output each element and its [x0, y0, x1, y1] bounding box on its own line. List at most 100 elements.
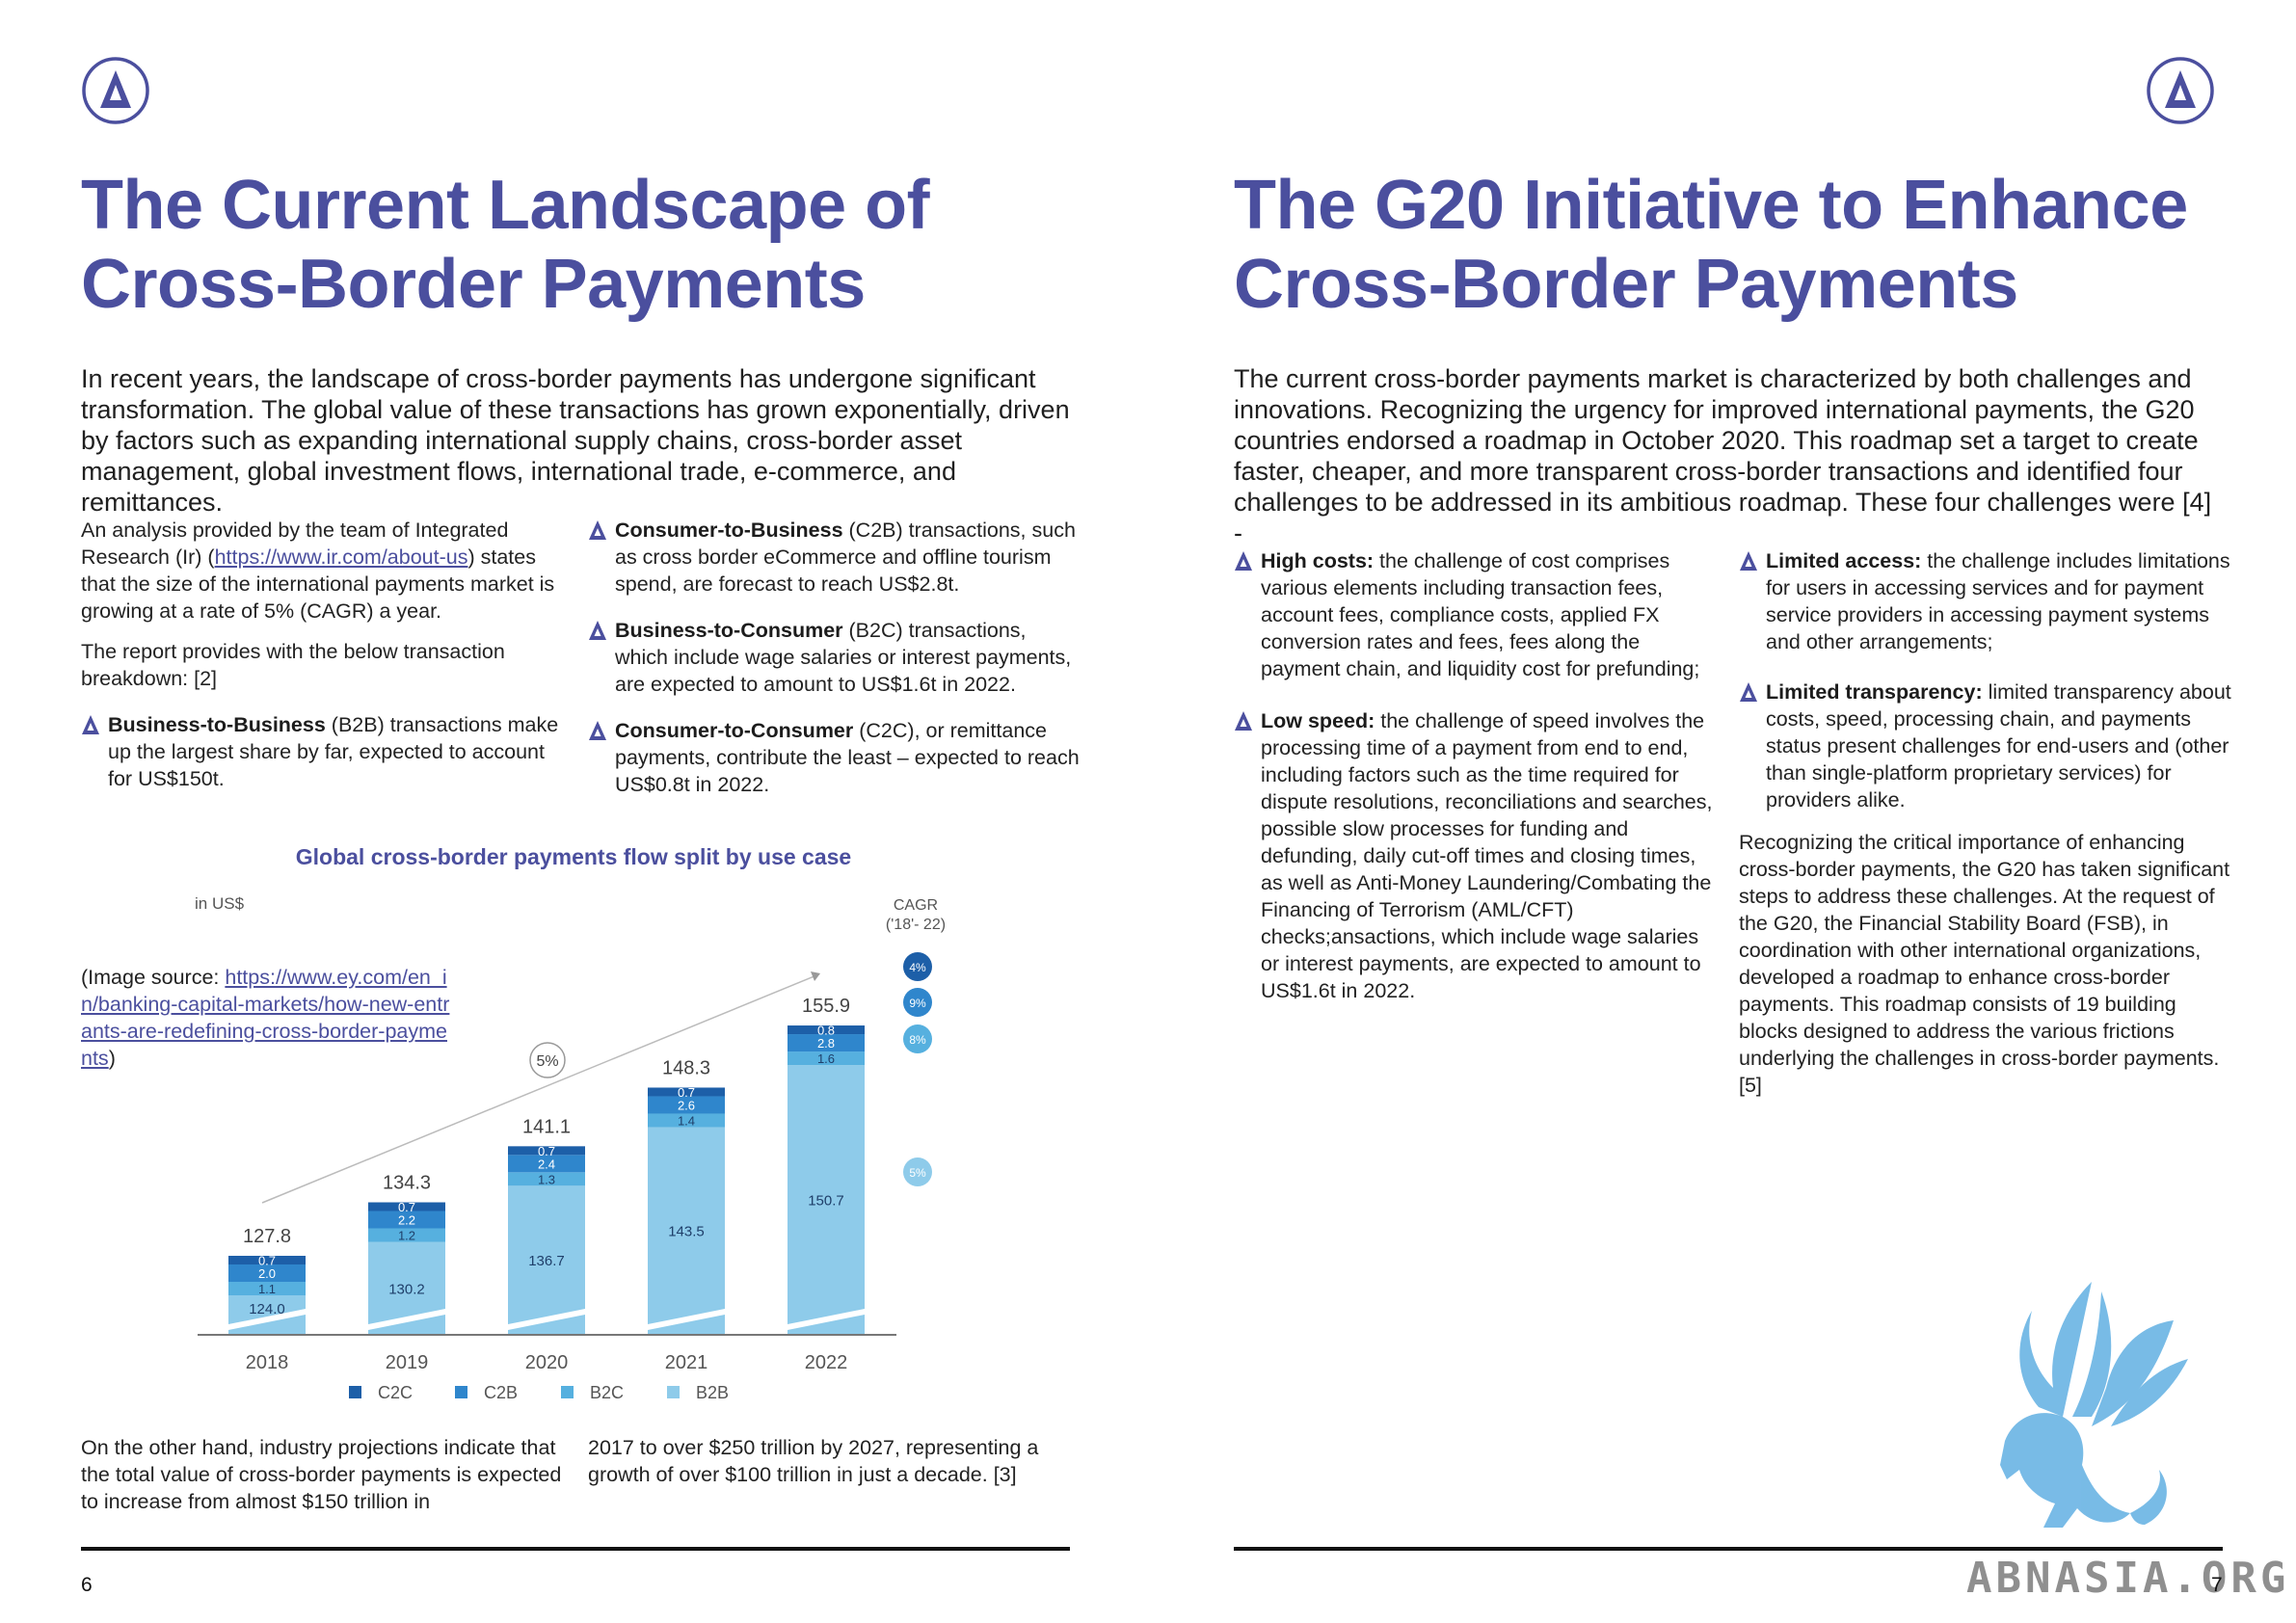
- left-title-line1: The Current Landscape of: [81, 167, 930, 244]
- legend-label-b2b: B2B: [696, 1383, 729, 1402]
- bar-b2c-2020: [508, 1172, 585, 1186]
- legend-swatch-c2c: [349, 1386, 361, 1398]
- bar-c2c-2018: [228, 1256, 306, 1264]
- total-label-2019: 134.3: [383, 1173, 431, 1194]
- projection-col1: On the other hand, industry projections …: [81, 1436, 562, 1513]
- bar-label-b2b-2021: 143.5: [668, 1224, 705, 1240]
- bar-label-b2b-2022: 150.7: [808, 1193, 844, 1210]
- total-label-2020: 141.1: [522, 1116, 571, 1137]
- watermark-text: ABNASIA.ORG: [1966, 1554, 2290, 1603]
- image-source: (Image source: https://www.ey.com/en_in/…: [81, 966, 450, 1070]
- cagr-label-c2b: 9%: [909, 997, 926, 1010]
- trend-line: [261, 974, 817, 1204]
- bar-label-c2b-2022: 2.8: [817, 1036, 835, 1051]
- bullet-high-costs: High costs: the challenge of cost compri…: [1234, 547, 1716, 682]
- x-tick-2022: 2022: [805, 1352, 848, 1373]
- trend-cagr-label: 5%: [536, 1053, 558, 1070]
- total-label-2021: 148.3: [662, 1057, 710, 1078]
- ir-link[interactable]: https://www.ir.com/about-us: [214, 545, 468, 569]
- bullet-logo-icon: [1740, 551, 1757, 571]
- x-tick-2018: 2018: [246, 1352, 289, 1373]
- left-page-title: The Current Landscape of Cross-Border Pay…: [81, 166, 1093, 324]
- bar-b2c-2021: [648, 1113, 725, 1128]
- right-footer-rule: [1234, 1547, 2223, 1551]
- bar-b2b-2021: [648, 1127, 725, 1334]
- axis-break-mark: [508, 1309, 585, 1330]
- cagr-bubble-c2b: [903, 988, 932, 1017]
- left-column-2: Consumer-to-Business (C2B) transactions,…: [588, 517, 1080, 817]
- bar-c2b-2020: [508, 1155, 585, 1173]
- ey-source-link[interactable]: https://www.ey.com/en_in/banking-capital…: [81, 966, 450, 1070]
- bullet-b2b: Business-to-Business (B2B) transactions …: [81, 711, 573, 792]
- legend-label-c2b: C2B: [484, 1383, 518, 1402]
- bar-b2c-2018: [228, 1282, 306, 1295]
- left-logo: [81, 56, 150, 130]
- right-page-title: The G20 Initiative to Enhance Cross-Borde…: [1234, 166, 2246, 324]
- trend-cagr-circle: [529, 1042, 566, 1078]
- bullet-logo-icon: [589, 621, 606, 640]
- bullet-limited-transparency: Limited transparency: limited transparen…: [1739, 678, 2240, 813]
- cagr-label-c2c: 4%: [909, 961, 926, 974]
- breakdown-paragraph: The report provides with the below trans…: [81, 640, 505, 690]
- bar-c2c-2020: [508, 1146, 585, 1156]
- brand-logo-icon: [82, 57, 149, 124]
- right-column-1: High costs: the challenge of cost compri…: [1234, 547, 1716, 1024]
- bullet-low-speed: Low speed: the challenge of speed involv…: [1234, 707, 1716, 1004]
- bar-label-c2b-2019: 2.2: [398, 1213, 415, 1228]
- cagr-label-b2b: 5%: [909, 1166, 926, 1180]
- bullet-logo-icon: [589, 520, 606, 540]
- bar-c2b-2018: [228, 1264, 306, 1282]
- bar-c2b-2021: [648, 1096, 725, 1114]
- cagr-bubble-b2b: [903, 1157, 932, 1186]
- bar-label-c2c-2022: 0.8: [817, 1024, 835, 1038]
- bar-c2c-2021: [648, 1087, 725, 1097]
- left-intro: In recent years, the landscape of cross-…: [81, 364, 1070, 517]
- axis-break-mark: [368, 1309, 445, 1330]
- axis-break-mark: [228, 1309, 306, 1330]
- bar-label-c2c-2019: 0.7: [398, 1200, 415, 1214]
- payments-flow-chart: in US$124.01.12.00.7127.82018130.21.22.2…: [195, 894, 946, 1402]
- bar-c2b-2022: [788, 1034, 865, 1052]
- griffin-watermark-icon: [2000, 1282, 2188, 1528]
- left-column-1: An analysis provided by the team of Inte…: [81, 517, 573, 812]
- x-tick-2021: 2021: [665, 1352, 708, 1373]
- cagr-header: CAGR: [894, 897, 938, 914]
- bar-label-b2b-2018: 124.0: [249, 1301, 285, 1317]
- legend-swatch-b2c: [561, 1386, 574, 1398]
- total-label-2018: 127.8: [243, 1226, 291, 1247]
- bar-label-c2c-2018: 0.7: [258, 1254, 276, 1268]
- bar-b2c-2019: [368, 1228, 445, 1242]
- right-title-line2: Cross-Border Payments: [1234, 246, 2018, 323]
- left-page-number: 6: [81, 1574, 93, 1596]
- bullet-limited-access: Limited access: the challenge includes l…: [1739, 547, 2240, 655]
- legend-label-c2c: C2C: [378, 1383, 413, 1402]
- x-tick-2019: 2019: [386, 1352, 429, 1373]
- bar-c2b-2019: [368, 1211, 445, 1229]
- bullet-logo-icon: [82, 715, 99, 734]
- bar-label-b2b-2019: 130.2: [388, 1281, 425, 1297]
- axis-break-mark: [648, 1309, 725, 1330]
- g20-closing-paragraph: Recognizing the critical importance of e…: [1739, 831, 2230, 1097]
- bar-c2c-2019: [368, 1202, 445, 1211]
- bullet-logo-icon: [1235, 711, 1252, 731]
- bullet-logo-icon: [589, 721, 606, 740]
- bar-label-c2c-2020: 0.7: [538, 1144, 555, 1158]
- right-logo: [2146, 56, 2215, 130]
- bar-label-b2c-2019: 1.2: [398, 1229, 415, 1243]
- right-page-number: 7: [2211, 1574, 2223, 1596]
- cagr-bubble-c2c: [903, 952, 932, 981]
- brand-logo-icon: [2147, 57, 2214, 124]
- bar-label-b2c-2020: 1.3: [538, 1172, 555, 1186]
- bar-b2c-2022: [788, 1051, 865, 1066]
- legend-swatch-b2b: [667, 1386, 680, 1398]
- chart-title: Global cross-border payments flow split …: [295, 844, 852, 869]
- bar-b2b-2022: [788, 1065, 865, 1334]
- bar-label-c2b-2021: 2.6: [678, 1098, 695, 1112]
- bar-label-b2c-2022: 1.6: [817, 1051, 835, 1066]
- projection-col2: 2017 to over $250 trillion by 2027, repr…: [588, 1436, 1039, 1486]
- bar-label-b2c-2021: 1.4: [678, 1113, 695, 1128]
- bullet-b2c: Business-to-Consumer (B2C) transactions,…: [588, 617, 1080, 698]
- bullet-logo-icon: [1235, 551, 1252, 571]
- trend-arrow-icon: [811, 971, 820, 982]
- bullet-c2b: Consumer-to-Business (C2B) transactions,…: [588, 517, 1080, 598]
